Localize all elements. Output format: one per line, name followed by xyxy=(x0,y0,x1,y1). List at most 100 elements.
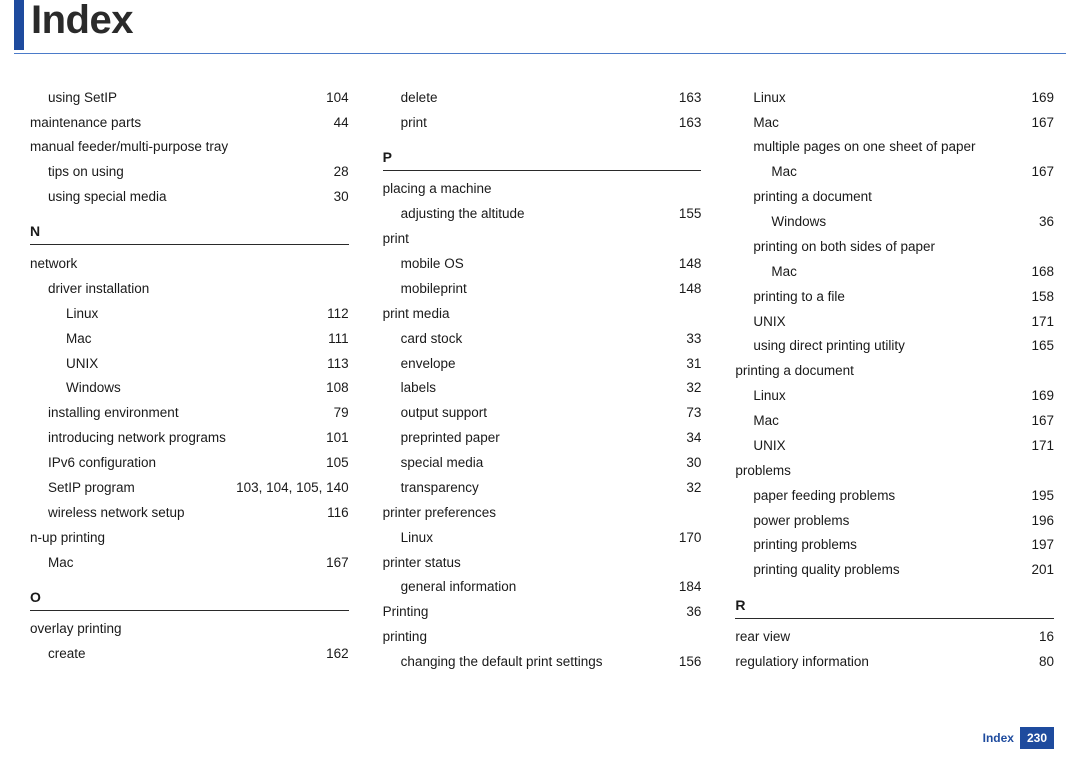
index-entry-label: printing quality problems xyxy=(735,563,1031,577)
index-entry-page[interactable]: 168 xyxy=(1031,265,1054,279)
index-entry-page[interactable]: 36 xyxy=(686,605,701,619)
index-entry: printing problems197 xyxy=(735,533,1054,558)
index-entry-page[interactable]: 197 xyxy=(1031,538,1054,552)
index-entry-label: create xyxy=(30,647,326,661)
index-entry: Printing36 xyxy=(383,600,702,625)
index-entry-page[interactable]: 104 xyxy=(326,91,349,105)
index-entry: power problems196 xyxy=(735,508,1054,533)
index-entry-page[interactable]: 158 xyxy=(1031,290,1054,304)
index-entry: network xyxy=(30,251,349,276)
index-entry-label: placing a machine xyxy=(383,182,702,196)
index-entry-page[interactable]: 33 xyxy=(686,332,701,346)
index-entry-label: network xyxy=(30,257,349,271)
index-entry-label: output support xyxy=(383,406,687,420)
index-entry: general information184 xyxy=(383,575,702,600)
index-entry: rear view16 xyxy=(735,625,1054,650)
index-entry-label: introducing network programs xyxy=(30,431,326,445)
index-entry-label: printing to a file xyxy=(735,290,1031,304)
index-entry-page[interactable]: 163 xyxy=(679,116,702,130)
index-entry-label: using special media xyxy=(30,190,334,204)
index-entry: Windows36 xyxy=(735,209,1054,234)
index-entry-page[interactable]: 167 xyxy=(1031,116,1054,130)
index-entry-page[interactable]: 44 xyxy=(334,116,349,130)
index-entry-page[interactable]: 31 xyxy=(686,357,701,371)
index-entry: transparency32 xyxy=(383,475,702,500)
index-entry-label: driver installation xyxy=(30,282,349,296)
index-entry-page[interactable]: 196 xyxy=(1031,514,1054,528)
index-entry-page[interactable]: 148 xyxy=(679,257,702,271)
index-entry-page[interactable]: 162 xyxy=(326,647,349,661)
index-entry-page[interactable]: 169 xyxy=(1031,91,1054,105)
index-entry-page[interactable]: 111 xyxy=(328,332,349,346)
index-entry: printing a document xyxy=(735,359,1054,384)
index-entry-page[interactable]: 163 xyxy=(679,91,702,105)
index-entry-page[interactable]: 201 xyxy=(1031,563,1054,577)
index-entry: Windows108 xyxy=(30,376,349,401)
index-entry-page[interactable]: 113 xyxy=(327,357,349,371)
index-entry-page[interactable]: 155 xyxy=(679,207,702,221)
index-entry-page[interactable]: 34 xyxy=(686,431,701,445)
index-entry-page[interactable]: 116 xyxy=(327,506,349,520)
index-entry: changing the default print settings156 xyxy=(383,649,702,674)
index-entry: card stock33 xyxy=(383,326,702,351)
index-entry-label: multiple pages on one sheet of paper xyxy=(735,140,1054,154)
index-entry-page[interactable]: 30 xyxy=(686,456,701,470)
index-entry-page[interactable]: 16 xyxy=(1039,630,1054,644)
index-entry: Mac111 xyxy=(30,326,349,351)
index-entry-label: printer preferences xyxy=(383,506,702,520)
index-entry-page[interactable]: 80 xyxy=(1039,655,1054,669)
index-entry-page[interactable]: 101 xyxy=(326,431,349,445)
index-entry-page[interactable]: 36 xyxy=(1039,215,1054,229)
index-entry-label: n-up printing xyxy=(30,531,349,545)
index-entry-label: Linux xyxy=(383,531,679,545)
index-entry-page[interactable]: 165 xyxy=(1031,339,1054,353)
index-entry-page[interactable]: 171 xyxy=(1031,439,1054,453)
index-entry-label: Linux xyxy=(735,389,1031,403)
index-entry-label: Mac xyxy=(30,556,326,570)
index-entry: special media30 xyxy=(383,450,702,475)
index-entry-page[interactable]: 184 xyxy=(679,580,702,594)
index-entry-page[interactable]: 171 xyxy=(1031,315,1054,329)
index-entry-label: Linux xyxy=(30,307,327,321)
index-entry-page[interactable]: 148 xyxy=(679,282,702,296)
index-letter-rule xyxy=(30,244,349,245)
index-entry: paper feeding problems195 xyxy=(735,483,1054,508)
index-entry-page[interactable]: 73 xyxy=(686,406,701,420)
index-entry: wireless network setup116 xyxy=(30,500,349,525)
index-entry-page[interactable]: 32 xyxy=(686,381,701,395)
index-entry-page[interactable]: 167 xyxy=(326,556,349,570)
index-entry-label: printing problems xyxy=(735,538,1031,552)
index-entry-page[interactable]: 79 xyxy=(334,406,349,420)
index-entry: adjusting the altitude155 xyxy=(383,202,702,227)
index-entry-label: transparency xyxy=(383,481,687,495)
index-entry-page[interactable]: 30 xyxy=(334,190,349,204)
index-entry: mobile OS148 xyxy=(383,251,702,276)
index-entry-page[interactable]: 167 xyxy=(1031,165,1054,179)
index-entry-page[interactable]: 195 xyxy=(1031,489,1054,503)
index-entry-page[interactable]: 28 xyxy=(334,165,349,179)
index-entry-page[interactable]: 156 xyxy=(679,655,702,669)
index-entry-label: installing environment xyxy=(30,406,334,420)
index-entry: UNIX171 xyxy=(735,309,1054,334)
index-entry-label: rear view xyxy=(735,630,1039,644)
index-entry-page[interactable]: 103, 104, 105, 140 xyxy=(236,481,349,495)
index-column-1: using SetIP104maintenance parts44manual … xyxy=(30,85,349,674)
index-entry-label: using direct printing utility xyxy=(735,339,1031,353)
index-entry: Mac167 xyxy=(735,408,1054,433)
index-entry-page[interactable]: 170 xyxy=(679,531,702,545)
index-entry: printing quality problems201 xyxy=(735,558,1054,583)
index-entry: problems xyxy=(735,458,1054,483)
index-entry-page[interactable]: 105 xyxy=(326,456,349,470)
index-letter-rule xyxy=(383,170,702,171)
index-entry-page[interactable]: 112 xyxy=(327,307,349,321)
index-entry-label: print xyxy=(383,232,702,246)
index-entry-page[interactable]: 167 xyxy=(1031,414,1054,428)
index-entry-page[interactable]: 108 xyxy=(326,381,349,395)
index-entry-label: printing a document xyxy=(735,364,1054,378)
index-entry-label: manual feeder/multi-purpose tray xyxy=(30,140,349,154)
index-entry-label: regulatiory information xyxy=(735,655,1039,669)
index-entry: multiple pages on one sheet of paper xyxy=(735,135,1054,160)
index-entry-page[interactable]: 32 xyxy=(686,481,701,495)
index-entry-page[interactable]: 169 xyxy=(1031,389,1054,403)
index-entry-label: UNIX xyxy=(30,357,327,371)
